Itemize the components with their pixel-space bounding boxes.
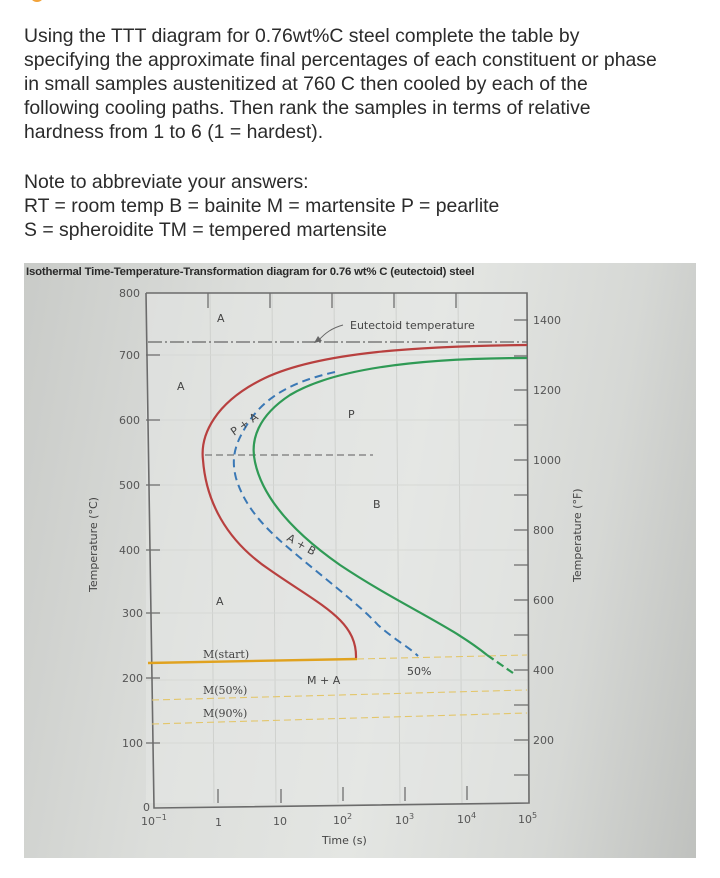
transformation-start-curve	[201, 343, 528, 659]
abbreviation-notes: Note to abbreviate your answers: RT = ro…	[24, 170, 704, 242]
horizontal-grid	[146, 354, 528, 744]
question-line-3: in small samples austenitized at 760 C t…	[24, 73, 588, 95]
x-axis-labels: 10−1 1 10 102 103 104 105	[141, 811, 537, 829]
svg-text:1: 1	[215, 816, 222, 829]
svg-text:10: 10	[273, 815, 287, 828]
svg-text:800: 800	[533, 524, 554, 537]
chart-title: Isothermal Time-Temperature-Transformati…	[26, 266, 475, 278]
y-axis-celsius-title: Temperature (°C)	[87, 497, 100, 593]
transformation-end-curve	[252, 356, 528, 656]
m-90-line	[151, 712, 528, 725]
m-50-line	[151, 689, 528, 701]
top-accent-mark	[30, 0, 44, 2]
question-text: Using the TTT diagram for 0.76wt%C steel…	[24, 24, 704, 144]
y-axis-celsius-labels: 800 700 600 500 400 300 200 100 0	[119, 287, 150, 814]
label-m-start: M(start)	[203, 648, 249, 661]
svg-text:800: 800	[119, 287, 140, 300]
right-ticks	[514, 319, 528, 776]
svg-text:500: 500	[119, 479, 140, 492]
svg-text:104: 104	[457, 811, 476, 826]
y-axis-fahrenheit-title: Temperature (°F)	[571, 488, 584, 583]
svg-text:400: 400	[533, 664, 554, 677]
label-austenite-top: A	[217, 312, 225, 325]
question-line-5: hardness from 1 to 6 (1 = hardest).	[24, 121, 324, 143]
svg-text:300: 300	[122, 607, 143, 620]
svg-text:700: 700	[119, 349, 140, 362]
question-line-4: following cooling paths. Then rank the s…	[24, 97, 591, 119]
eutectoid-arrowhead	[314, 336, 322, 343]
svg-text:102: 102	[333, 812, 352, 827]
svg-text:200: 200	[533, 734, 554, 747]
label-bainite: B	[373, 498, 381, 511]
notes-line-2: S = spheroidite TM = tempered martensite	[24, 219, 387, 241]
label-austenite-left: A	[177, 380, 185, 393]
question-line-1: Using the TTT diagram for 0.76wt%C steel…	[24, 25, 580, 47]
m-start-line	[147, 657, 358, 665]
label-austenite-bottom: A	[216, 595, 224, 608]
transformation-end-extension	[486, 654, 514, 674]
x-axis-title: Time (s)	[321, 834, 367, 847]
top-ticks	[207, 293, 457, 308]
label-fifty-percent: 50%	[407, 665, 431, 678]
svg-text:400: 400	[119, 544, 140, 557]
svg-text:105: 105	[518, 811, 537, 826]
label-pearlite: P	[348, 408, 355, 421]
bottom-ticks	[217, 786, 468, 803]
label-martensite-plus-austenite: M + A	[307, 674, 341, 687]
label-m-90: M(90%)	[203, 707, 247, 720]
notes-heading: Note to abbreviate your answers:	[24, 171, 309, 193]
y-axis-fahrenheit-labels: 1400 1200 1000 800 600 400 200	[533, 314, 561, 747]
m-start-extension	[356, 654, 528, 660]
svg-text:0: 0	[143, 801, 150, 814]
label-eutectoid-temperature: Eutectoid temperature	[350, 319, 475, 332]
svg-text:1200: 1200	[533, 384, 561, 397]
vertical-grid	[209, 292, 463, 804]
svg-text:600: 600	[533, 594, 554, 607]
svg-text:100: 100	[122, 737, 143, 750]
question-line-2: specifying the approximate final percent…	[24, 49, 657, 71]
svg-text:1400: 1400	[533, 314, 561, 327]
svg-text:1000: 1000	[533, 454, 561, 467]
svg-text:600: 600	[119, 414, 140, 427]
svg-text:200: 200	[122, 672, 143, 685]
svg-text:103: 103	[395, 812, 414, 827]
label-m-50: M(50%)	[203, 684, 247, 697]
plot-frame	[145, 292, 530, 809]
fifty-percent-curve	[232, 371, 419, 657]
notes-line-1: RT = room temp B = bainite M = martensit…	[24, 195, 500, 217]
svg-text:10−1: 10−1	[141, 813, 167, 828]
